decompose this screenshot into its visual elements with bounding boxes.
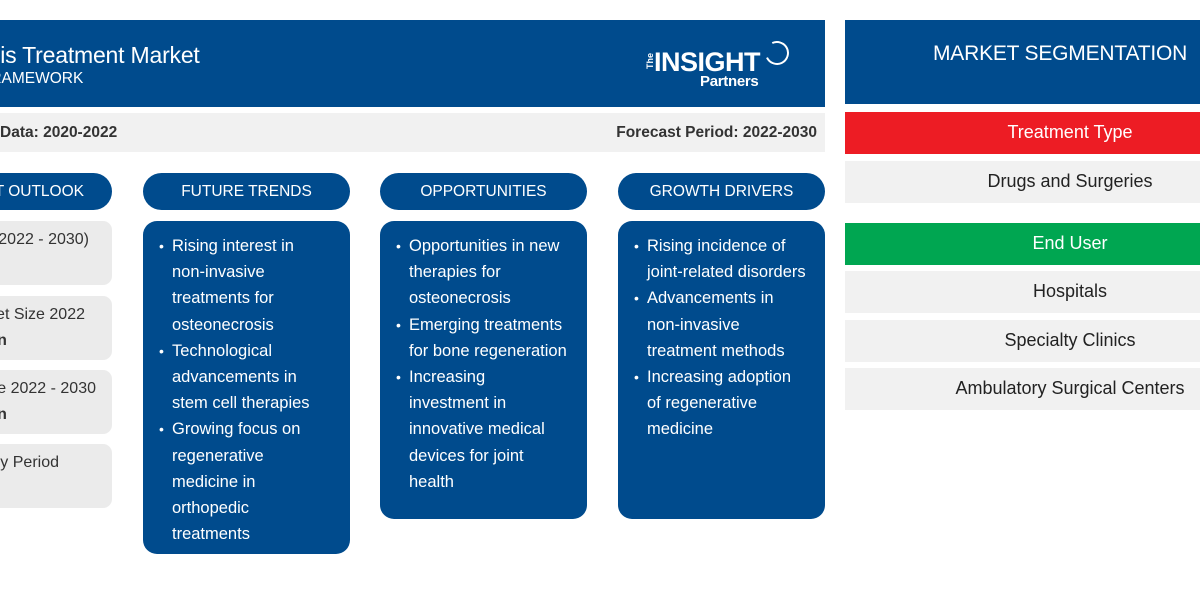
trend-item: Rising interest innon-invasivetreatments… xyxy=(157,233,350,338)
growth-drivers-title: GROWTH DRIVERS xyxy=(649,183,794,200)
forecast-period-label: Forecast Period: 2022-2030 xyxy=(616,124,817,141)
page-title: Osteonecrosis Treatment Market xyxy=(0,42,200,68)
segment-item-label: Hospitals xyxy=(1032,281,1108,301)
framework-header: Osteonecrosis Treatment Market STRATEGIC… xyxy=(0,20,825,107)
page-subtitle: STRATEGIC FRAMEWORK xyxy=(0,70,84,87)
market-outlook-title: MARKET OUTLOOK xyxy=(0,183,84,200)
outlook-card-label: Historic Data Study Period xyxy=(0,454,59,471)
outlook-card-study-period: Historic Data Study Period 2020-2022 xyxy=(0,444,112,508)
logo-subwordmark: Partners xyxy=(700,73,759,90)
growth-drivers-pill: GROWTH DRIVERS xyxy=(618,173,825,210)
segment-item-label: Specialty Clinics xyxy=(1004,330,1136,350)
outlook-card-value: US$ 1,441.18 Million xyxy=(0,332,7,349)
segment-item: Drugs and Surgeries xyxy=(845,161,1200,203)
market-segmentation-title: MARKET SEGMENTATION xyxy=(933,42,1188,65)
insight-partners-logo: The INSIGHT Partners xyxy=(645,37,805,97)
segment-item: Specialty Clinics xyxy=(845,320,1200,362)
segment-category-end-user: End User xyxy=(845,223,1200,265)
outlook-card-label: CAGR (2022 - 2030) xyxy=(0,231,89,248)
period-bar: Historic Data: 2020-2022 Forecast Period… xyxy=(0,113,825,152)
outlook-card-cagr: CAGR (2022 - 2030) 4.08% xyxy=(0,221,112,285)
outlook-card-label: Market Size 2022 - 2030 xyxy=(0,380,96,397)
segment-item-label: Drugs and Surgeries xyxy=(987,171,1153,191)
segment-item: Hospitals xyxy=(845,271,1200,313)
historic-data-label: Historic Data: 2020-2022 xyxy=(0,124,118,141)
opportunities-title: OPPORTUNITIES xyxy=(420,183,547,200)
logo-ring-icon xyxy=(761,37,793,69)
logo-wordmark: INSIGHT xyxy=(654,47,761,77)
outlook-card-forecast-size: Market Size 2022 - 2030 US$ 1,981.92 Mil… xyxy=(0,370,112,434)
future-trends-title: FUTURE TRENDS xyxy=(181,183,312,200)
outlook-card-label: Market Size 2022 xyxy=(0,306,85,323)
outlook-card-market-size: Market Size 2022 US$ 1,441.18 Million xyxy=(0,296,112,360)
segment-category-label: End User xyxy=(1032,233,1108,253)
segment-item: Ambulatory Surgical Centers xyxy=(845,368,1200,410)
segment-category-treatment-type: Treatment Type xyxy=(845,112,1200,154)
outlook-card-value: US$ 1,981.92 Million xyxy=(0,406,7,423)
market-outlook-pill: MARKET OUTLOOK xyxy=(0,173,112,210)
market-segmentation-header: MARKET SEGMENTATION xyxy=(845,20,1200,104)
future-trends-pill: FUTURE TRENDS xyxy=(143,173,350,210)
segment-item-label: Ambulatory Surgical Centers xyxy=(955,378,1185,398)
opportunities-pill: OPPORTUNITIES xyxy=(380,173,587,210)
segment-category-label: Treatment Type xyxy=(1007,122,1133,142)
future-trends-card: Rising interest innon-invasivetreatments… xyxy=(143,221,350,554)
